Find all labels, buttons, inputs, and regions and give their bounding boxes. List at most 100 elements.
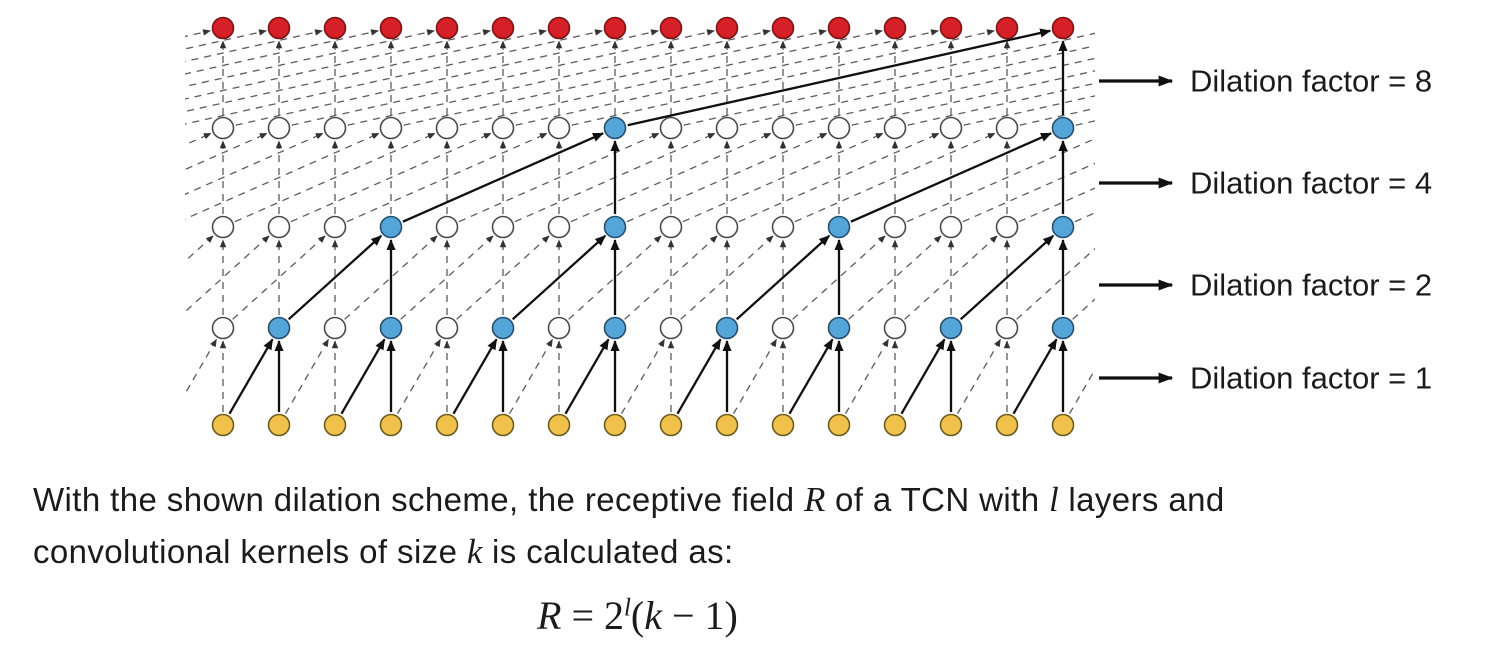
hidden-row-1-node-white bbox=[659, 316, 683, 340]
hidden-row-1-node-white bbox=[211, 316, 235, 340]
math-variable: l bbox=[1049, 480, 1059, 519]
dashed-connection-arrow bbox=[185, 29, 267, 50]
hidden-row-1-node-white bbox=[883, 316, 907, 340]
hidden-row-3-node-blue bbox=[603, 116, 627, 140]
dashed-connection-arrow bbox=[956, 338, 1002, 415]
highlighted-connection-arrow bbox=[1012, 338, 1058, 415]
paragraph-line: convolutional kernels of size k is calcu… bbox=[33, 526, 1493, 578]
output-row-node-red bbox=[267, 16, 291, 40]
hidden-row-1-node-white bbox=[995, 316, 1019, 340]
highlighted-connection-arrow bbox=[627, 28, 1052, 127]
input-row-node-yellow bbox=[435, 413, 459, 437]
hidden-row-2-node-white bbox=[211, 215, 235, 239]
dashed-connection-arrow bbox=[185, 235, 214, 263]
hidden-row-2-node-white bbox=[995, 215, 1019, 239]
formula-open-paren: ( bbox=[630, 593, 645, 638]
hidden-row-2-node-white bbox=[435, 215, 459, 239]
dashed-connection-arrow bbox=[185, 132, 212, 146]
output-row-node-red bbox=[547, 16, 571, 40]
hidden-row-2-node-white bbox=[715, 215, 739, 239]
input-row-node-yellow bbox=[603, 413, 627, 437]
math-variable: k bbox=[466, 532, 483, 571]
highlighted-connection-arrow bbox=[959, 234, 1055, 321]
hidden-row-1-node-blue bbox=[379, 316, 403, 340]
input-row-node-yellow bbox=[211, 413, 235, 437]
output-row-node-red bbox=[323, 16, 347, 40]
paragraph-text: convolutional kernels of size bbox=[33, 533, 467, 570]
output-row-node-red bbox=[715, 16, 739, 40]
dashed-connection-arrow bbox=[185, 132, 268, 171]
dashed-connection-arrow bbox=[185, 29, 323, 63]
formula-base: 2 bbox=[604, 593, 624, 638]
hidden-row-2-node-white bbox=[939, 215, 963, 239]
dilation-labels: Dilation factor = 8 Dilation factor = 4 Di… bbox=[1099, 64, 1432, 396]
hidden-row-1-node-white bbox=[323, 316, 347, 340]
hidden-row-1-node-blue bbox=[491, 316, 515, 340]
output-row-node-red bbox=[491, 16, 515, 40]
formula-tail: − 1) bbox=[661, 593, 738, 638]
highlighted-connection-arrow bbox=[788, 338, 834, 415]
dashed-connection-arrow bbox=[738, 132, 940, 223]
formula-variable: k bbox=[644, 593, 662, 638]
highlighted-connection-arrow bbox=[228, 338, 274, 415]
input-row-node-yellow bbox=[995, 413, 1019, 437]
hidden-row-3-node-white bbox=[491, 116, 515, 140]
hidden-row-1-node-white bbox=[435, 316, 459, 340]
hidden-row-2-node-white bbox=[491, 215, 515, 239]
input-row-node-yellow bbox=[715, 413, 739, 437]
output-row-node-red bbox=[995, 16, 1019, 40]
hidden-row-2-node-white bbox=[659, 215, 683, 239]
output-row-node-red bbox=[603, 16, 627, 40]
dashed-connection-arrow bbox=[732, 338, 778, 415]
input-row-node-yellow bbox=[771, 413, 795, 437]
hidden-row-2-node-white bbox=[267, 215, 291, 239]
dashed-connection-arrow bbox=[620, 338, 666, 415]
dilation-label: Dilation factor = 4 bbox=[1190, 166, 1432, 201]
hidden-row-1-node-white bbox=[547, 316, 571, 340]
dashed-connection-arrow bbox=[844, 338, 890, 415]
hidden-row-3-node-white bbox=[883, 116, 907, 140]
output-row-node-red bbox=[435, 16, 459, 40]
hidden-row-2-node-white bbox=[323, 215, 347, 239]
highlighted-connection-arrow bbox=[287, 234, 383, 321]
hidden-row-3-node-white bbox=[827, 116, 851, 140]
dashed-connection-arrow bbox=[458, 132, 660, 223]
dashed-connection-arrow bbox=[185, 338, 218, 396]
hidden-row-1-node-white bbox=[771, 316, 795, 340]
highlighted-connection-arrow bbox=[511, 234, 607, 321]
dashed-connection-arrow bbox=[185, 29, 211, 38]
input-row-node-yellow bbox=[323, 413, 347, 437]
hidden-row-3-node-white bbox=[995, 116, 1019, 140]
dashed-connection-arrow bbox=[396, 338, 442, 415]
hidden-row-1-node-blue bbox=[1051, 316, 1075, 340]
dashed-connection-arrow bbox=[906, 137, 1095, 223]
math-variable: R bbox=[804, 480, 826, 519]
output-row-node-red bbox=[659, 16, 683, 40]
hidden-row-3-node-white bbox=[267, 116, 291, 140]
network-nodes bbox=[211, 16, 1075, 437]
dashed-connection-arrow bbox=[1072, 298, 1095, 320]
formula-exponent: l bbox=[624, 594, 631, 622]
formula-equals: = bbox=[561, 593, 604, 638]
hidden-row-1-node-blue bbox=[267, 316, 291, 340]
hidden-row-2-node-blue bbox=[379, 215, 403, 239]
output-row-node-red bbox=[771, 16, 795, 40]
hidden-row-2-node-white bbox=[547, 215, 571, 239]
hidden-row-3-node-white bbox=[659, 116, 683, 140]
input-row-node-yellow bbox=[939, 413, 963, 437]
hidden-row-3-node-blue bbox=[1051, 116, 1075, 140]
paragraph-text: of a TCN with bbox=[825, 481, 1050, 518]
paragraph-line: With the shown dilation scheme, the rece… bbox=[33, 474, 1493, 526]
hidden-row-3-node-white bbox=[211, 116, 235, 140]
receptive-field-formula: R = 2l(k − 1) bbox=[537, 592, 738, 639]
dashed-connection-arrow bbox=[290, 132, 492, 223]
output-row-node-red bbox=[883, 16, 907, 40]
highlighted-connection-arrow bbox=[452, 338, 498, 415]
hidden-row-2-node-blue bbox=[827, 215, 851, 239]
output-row-node-red bbox=[939, 16, 963, 40]
caption-paragraph: With the shown dilation scheme, the rece… bbox=[33, 474, 1493, 578]
dashed-connection-arrow bbox=[682, 132, 884, 223]
hidden-row-3-node-white bbox=[939, 116, 963, 140]
input-row-node-yellow bbox=[883, 413, 907, 437]
dashed-connection-arrow bbox=[1068, 368, 1095, 415]
